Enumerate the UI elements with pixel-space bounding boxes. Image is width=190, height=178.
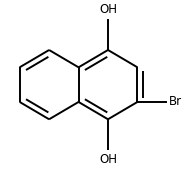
- Text: OH: OH: [99, 153, 117, 166]
- Text: Br: Br: [169, 95, 182, 108]
- Text: OH: OH: [99, 3, 117, 16]
